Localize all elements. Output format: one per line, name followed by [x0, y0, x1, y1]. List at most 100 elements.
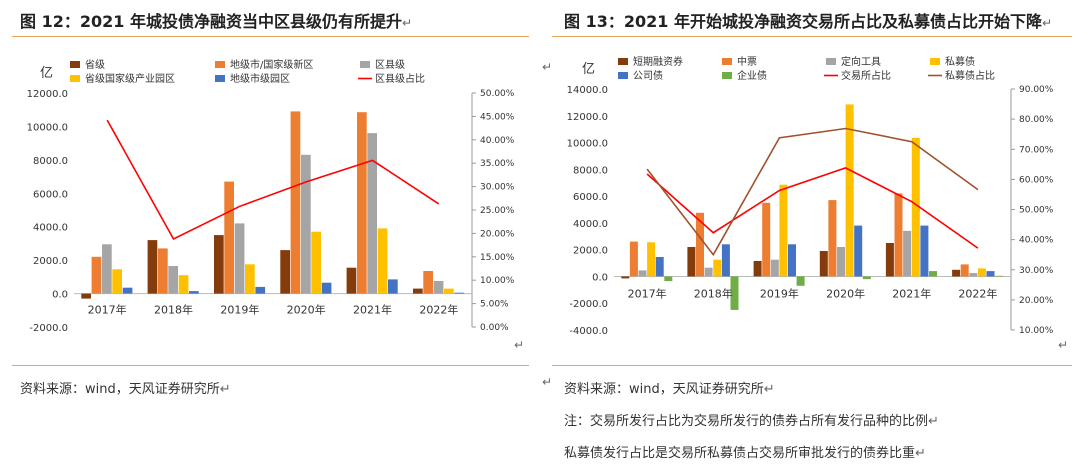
- right-title-rule: [552, 36, 1072, 37]
- left-bar: [224, 181, 234, 294]
- right-category-label: 2022年: [958, 286, 997, 300]
- left-series-line: [106, 119, 440, 241]
- right-bar: [713, 259, 722, 277]
- left-bar: [367, 133, 377, 294]
- left-ytick-right: 35.00%: [480, 159, 515, 169]
- left-ytick-left: 6000.0: [33, 189, 68, 200]
- left-legend-label: 地级市级园区: [230, 72, 290, 85]
- right-category-label: 2017年: [628, 286, 667, 300]
- left-legend-swatch: [215, 75, 225, 82]
- right-ytick-right: 60.00%: [1019, 175, 1054, 185]
- left-bar: [112, 269, 122, 294]
- right-bar: [894, 193, 903, 277]
- right-bar: [819, 251, 828, 277]
- right-bar: [779, 184, 788, 277]
- left-bar: [147, 240, 158, 294]
- left-source: 资料来源：wind，天风证券研究所↵: [20, 382, 231, 397]
- left-bar: [444, 288, 454, 294]
- left-title-rule: [12, 36, 529, 37]
- right-ytick-left: 14000.0: [567, 85, 608, 96]
- right-legend-label: 私募债占比: [945, 69, 995, 82]
- right-bar: [854, 225, 863, 277]
- left-chart-title: 图 12：2021 年城投债净融资当中区县级仍有所提升↵: [20, 12, 413, 31]
- right-bar: [995, 275, 1004, 277]
- right-bar: [687, 247, 696, 277]
- right-bar: [969, 273, 978, 277]
- left-bar: [290, 111, 301, 294]
- left-ytick-left: 4000.0: [33, 223, 68, 234]
- right-legend-label: 公司债: [633, 69, 663, 82]
- left-unit-label: 亿: [40, 66, 53, 81]
- right-bar: [762, 202, 771, 277]
- right-legend-swatch: [930, 58, 940, 65]
- left-legend-swatch: [215, 61, 225, 68]
- left-ytick-right: 40.00%: [480, 136, 515, 146]
- right-ytick-right: 40.00%: [1019, 236, 1054, 246]
- left-ytick-right: 25.00%: [480, 206, 515, 216]
- left-bar: [91, 256, 102, 294]
- right-legend-label: 短期融资券: [633, 55, 683, 68]
- left-bar: [234, 223, 245, 294]
- right-bar: [929, 271, 937, 277]
- right-ytick-left: 2000.0: [573, 246, 608, 257]
- right-chart: 亿 -4000.0 -2000.0 0.0 2000.0 4000.0 6000.0 8000…: [567, 55, 1054, 337]
- left-bar: [214, 235, 224, 294]
- right-legend-label: 企业债: [737, 69, 767, 82]
- left-ytick-right: 45.00%: [480, 112, 515, 122]
- right-bar: [770, 259, 779, 277]
- left-bar: [245, 264, 255, 294]
- right-bar: [704, 267, 713, 277]
- right-bar: [730, 276, 739, 310]
- right-legend-swatch: [722, 72, 732, 79]
- left-bar: [168, 266, 178, 294]
- right-ytick-right: 30.00%: [1019, 266, 1054, 276]
- right-ytick-left: 8000.0: [573, 165, 608, 176]
- left-legend-label: 区县级: [375, 59, 405, 71]
- left-legend-label: 区县级占比: [375, 72, 425, 85]
- left-bar: [433, 281, 444, 294]
- left-bar: [178, 275, 189, 294]
- right-legend-swatch: [722, 58, 732, 65]
- right-ytick-right: 10.00%: [1019, 326, 1054, 336]
- right-bar: [629, 241, 638, 277]
- left-category-label: 2021年: [353, 303, 392, 317]
- right-category-label: 2021年: [892, 286, 931, 300]
- left-category-label: 2019年: [220, 303, 259, 317]
- left-bar: [280, 250, 290, 294]
- left-ytick-right: 5.00%: [480, 300, 509, 310]
- right-bar: [721, 244, 730, 277]
- left-ytick-right: 0.00%: [480, 323, 509, 333]
- right-bar: [845, 104, 854, 277]
- right-series-line: [646, 127, 979, 257]
- right-series-line: [646, 167, 979, 249]
- right-category-label: 2018年: [694, 286, 733, 300]
- left-ytick-right: 20.00%: [480, 229, 515, 239]
- right-bar: [638, 270, 647, 277]
- left-legend-swatch: [360, 61, 370, 68]
- right-bar: [911, 137, 920, 277]
- right-source: 资料来源：wind，天风证券研究所↵: [564, 382, 775, 397]
- left-bar: [102, 244, 112, 294]
- left-ytick-right: 30.00%: [480, 183, 515, 193]
- right-ytick-left: -4000.0: [569, 326, 608, 337]
- right-ytick-left: -2000.0: [569, 299, 608, 310]
- right-note-2: 私募债发行占比是交易所私募债占交易所审批发行的债券比重↵: [564, 446, 926, 461]
- left-ytick-left: 2000.0: [33, 256, 68, 267]
- left-ytick-left: 12000.0: [27, 89, 68, 100]
- left-legend-label: 省级国家级产业园区: [85, 72, 175, 85]
- right-ytick-right: 20.00%: [1019, 296, 1054, 306]
- left-legend-label: 地级市/国家级新区: [230, 58, 313, 71]
- left-ytick-right: 50.00%: [480, 89, 515, 99]
- right-bar: [862, 276, 871, 280]
- right-category-label: 2020年: [826, 286, 865, 300]
- left-bar: [311, 231, 321, 294]
- right-bar: [664, 276, 673, 282]
- left-ytick-left: -2000.0: [29, 323, 68, 334]
- left-return-mark: ↵: [542, 60, 553, 74]
- left-bar: [346, 267, 357, 294]
- mid-return-mark: ↵: [542, 375, 553, 389]
- left-category-label: 2022年: [419, 303, 458, 317]
- left-ytick-left: 8000.0: [33, 156, 68, 167]
- right-unit-label: 亿: [582, 62, 595, 77]
- left-legend-swatch: [70, 61, 80, 68]
